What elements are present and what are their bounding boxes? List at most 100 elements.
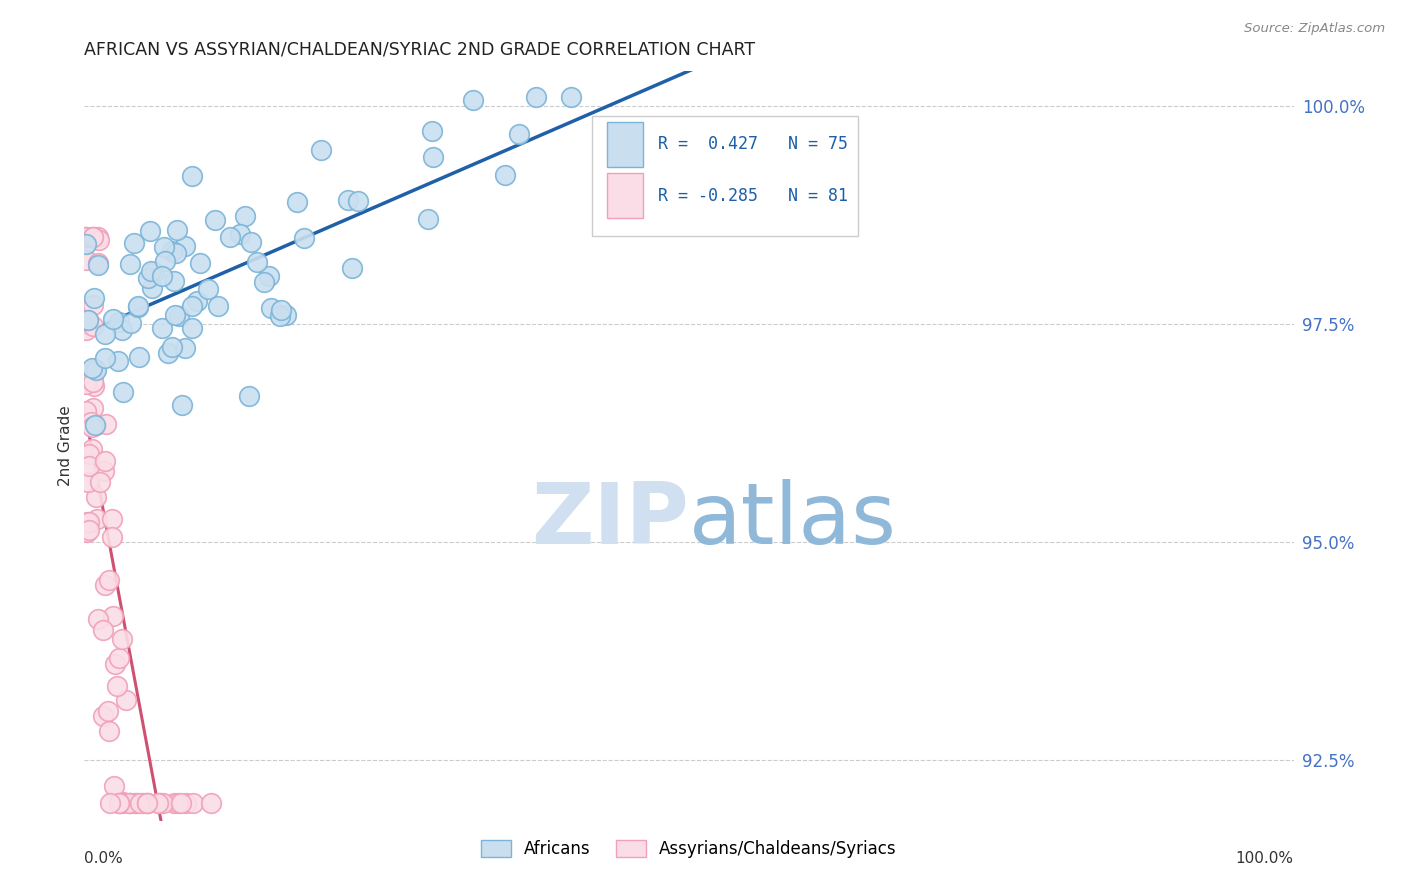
Point bbox=[76, 524, 98, 539]
Point bbox=[82, 374, 104, 388]
Point bbox=[112, 384, 135, 399]
Point bbox=[181, 796, 204, 810]
Point bbox=[75, 230, 97, 244]
Point bbox=[124, 796, 146, 810]
Point bbox=[188, 256, 211, 270]
Point bbox=[257, 268, 280, 283]
Point bbox=[207, 299, 229, 313]
Point bbox=[115, 693, 138, 707]
Point bbox=[98, 573, 121, 587]
Point bbox=[141, 264, 163, 278]
Point bbox=[139, 224, 162, 238]
Point bbox=[240, 235, 263, 250]
Point bbox=[75, 317, 97, 331]
Y-axis label: 2nd Grade: 2nd Grade bbox=[58, 406, 73, 486]
FancyBboxPatch shape bbox=[607, 121, 643, 167]
Point bbox=[135, 796, 157, 810]
FancyBboxPatch shape bbox=[607, 173, 643, 219]
Point bbox=[111, 323, 134, 337]
Point bbox=[76, 475, 98, 489]
Point bbox=[150, 268, 173, 283]
Point bbox=[127, 299, 149, 313]
Point bbox=[176, 796, 198, 810]
Point bbox=[75, 230, 97, 244]
Point bbox=[77, 515, 100, 529]
Point bbox=[111, 632, 134, 647]
Point bbox=[136, 271, 159, 285]
Point bbox=[84, 418, 107, 433]
Point bbox=[246, 255, 269, 269]
Point bbox=[101, 608, 124, 623]
Point bbox=[82, 230, 104, 244]
Point bbox=[75, 253, 97, 268]
Point bbox=[152, 796, 174, 810]
Point bbox=[340, 260, 363, 275]
Point bbox=[309, 143, 332, 157]
Point bbox=[91, 708, 114, 723]
Point bbox=[87, 256, 110, 270]
Point bbox=[186, 294, 208, 309]
Point bbox=[76, 515, 98, 529]
Point bbox=[181, 299, 204, 313]
Point bbox=[204, 212, 226, 227]
Point bbox=[128, 796, 150, 810]
Point bbox=[149, 796, 172, 810]
Point bbox=[132, 796, 155, 810]
Point bbox=[166, 223, 188, 237]
Point bbox=[100, 530, 122, 544]
Point bbox=[87, 258, 110, 272]
Point bbox=[94, 417, 117, 432]
Point bbox=[75, 404, 97, 418]
Point bbox=[128, 350, 150, 364]
FancyBboxPatch shape bbox=[592, 116, 858, 236]
Point bbox=[84, 363, 107, 377]
Point bbox=[103, 779, 125, 793]
Point bbox=[82, 230, 104, 244]
Point bbox=[337, 193, 360, 207]
Point bbox=[627, 153, 650, 167]
Point bbox=[76, 377, 98, 392]
Point bbox=[111, 796, 134, 810]
Point bbox=[97, 705, 120, 719]
Text: 0.0%: 0.0% bbox=[84, 851, 124, 865]
Point bbox=[91, 624, 114, 638]
Point bbox=[233, 209, 256, 223]
Text: R = -0.285   N = 81: R = -0.285 N = 81 bbox=[658, 186, 848, 205]
Point bbox=[87, 612, 110, 626]
Point bbox=[422, 150, 444, 164]
Point bbox=[118, 256, 141, 270]
Point bbox=[120, 316, 142, 330]
Point bbox=[153, 254, 176, 268]
Point bbox=[170, 796, 193, 810]
Point bbox=[260, 301, 283, 316]
Point bbox=[97, 724, 120, 739]
Point bbox=[82, 361, 104, 376]
Point bbox=[86, 511, 108, 525]
Text: 100.0%: 100.0% bbox=[1236, 851, 1294, 865]
Point bbox=[153, 240, 176, 254]
Point bbox=[76, 313, 98, 327]
Point bbox=[127, 300, 149, 314]
Point bbox=[508, 127, 530, 141]
Point bbox=[162, 274, 184, 288]
Point bbox=[285, 195, 308, 210]
Point bbox=[560, 90, 582, 104]
Point bbox=[125, 796, 148, 810]
Point bbox=[167, 796, 190, 810]
Point bbox=[82, 401, 104, 415]
Point bbox=[77, 524, 100, 538]
Text: atlas: atlas bbox=[689, 479, 897, 563]
Point bbox=[229, 227, 252, 241]
Point bbox=[269, 309, 291, 323]
Point bbox=[172, 398, 194, 412]
Point bbox=[253, 276, 276, 290]
Point bbox=[112, 795, 135, 809]
Point bbox=[416, 211, 439, 226]
Text: R =  0.427   N = 75: R = 0.427 N = 75 bbox=[658, 136, 848, 153]
Point bbox=[148, 796, 170, 810]
Text: ZIP: ZIP bbox=[531, 479, 689, 563]
Point bbox=[107, 354, 129, 368]
Point bbox=[93, 464, 115, 478]
Point bbox=[122, 235, 145, 250]
Point bbox=[75, 236, 97, 251]
